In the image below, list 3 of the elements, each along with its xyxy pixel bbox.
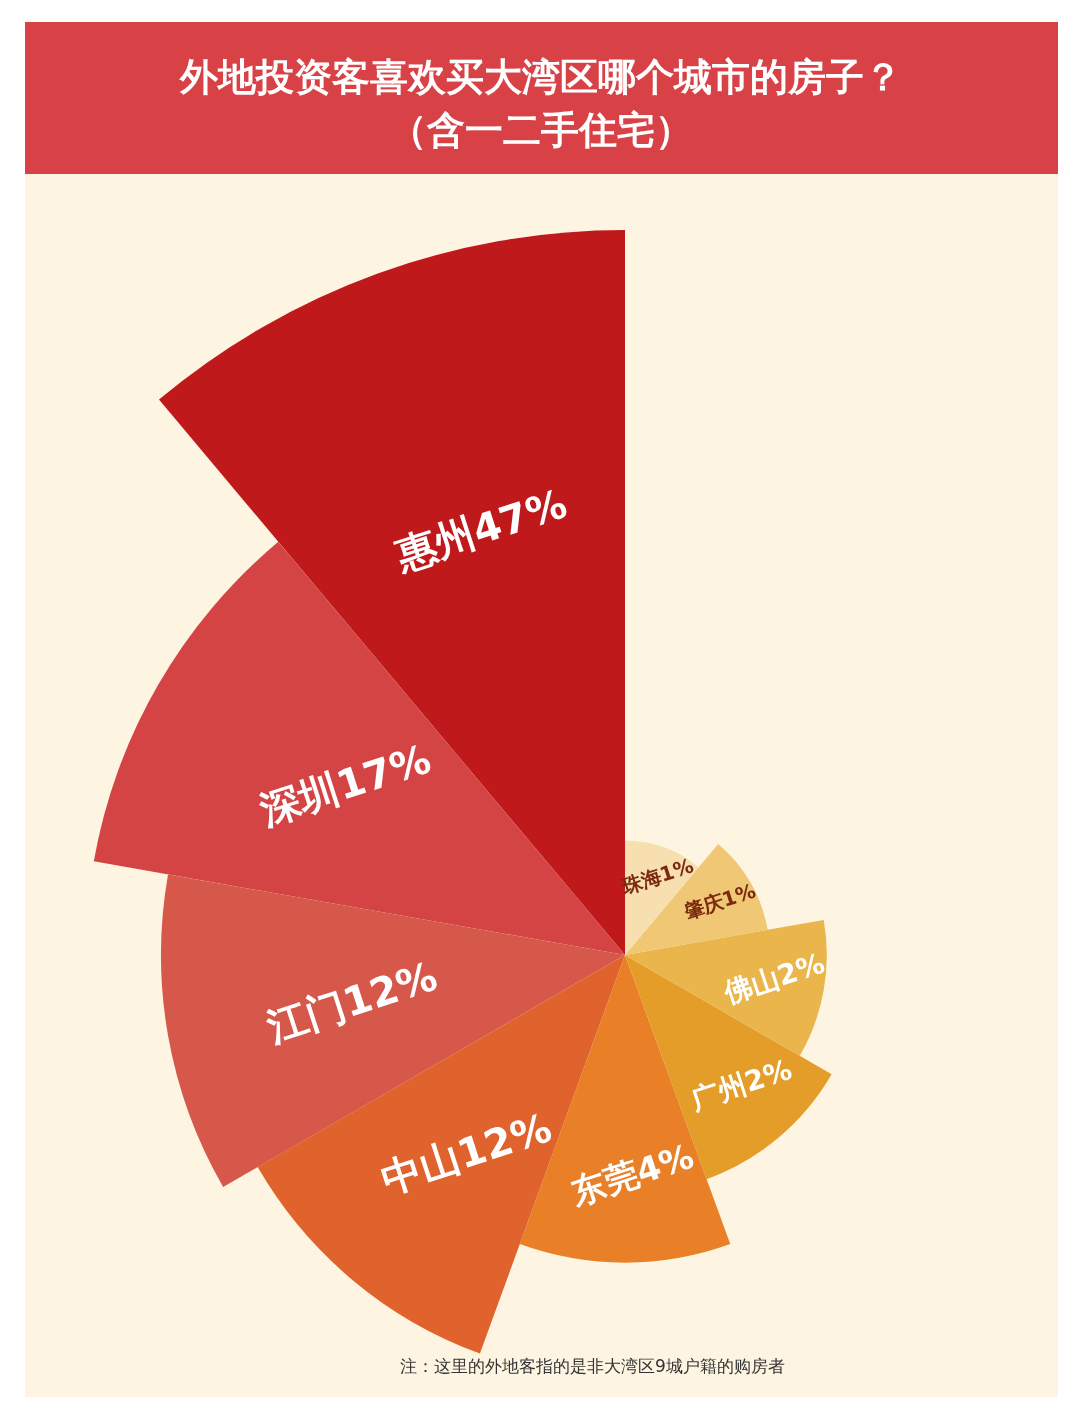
note: 注：这里的外地客指的是非大湾区9城户籍的购房者 <box>400 1356 785 1376</box>
text: （含一二手住宅） <box>389 108 693 152</box>
text: 外地投资客喜欢买大湾区哪个城市的房子？ <box>179 55 902 99</box>
